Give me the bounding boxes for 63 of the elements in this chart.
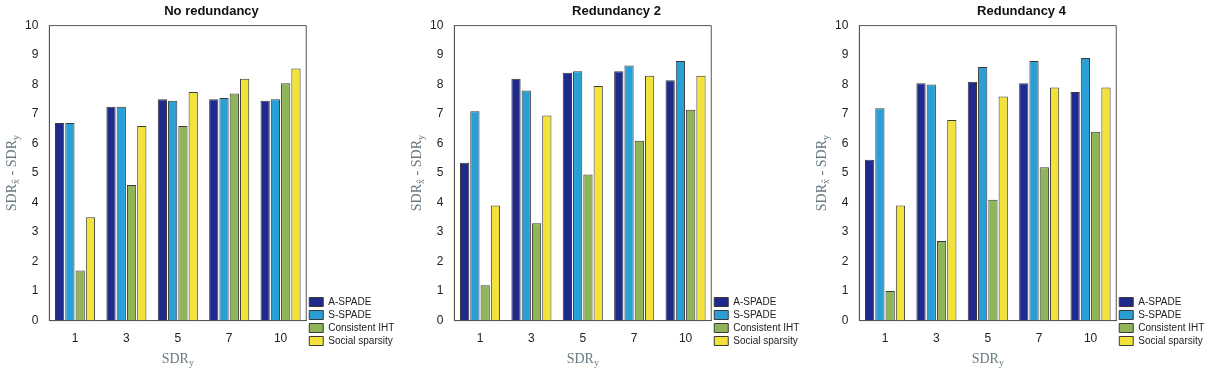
x-tick-label: 1 <box>476 331 484 346</box>
y-tick-label: 3 <box>436 224 444 239</box>
legend-label: Social sparsity <box>733 334 798 346</box>
y-tick-label: 4 <box>31 194 39 209</box>
y-tick-label: 10 <box>24 17 39 32</box>
y-tick-label: 8 <box>841 76 849 91</box>
y-tick-label: 8 <box>436 76 444 91</box>
x-tick-label: 10 <box>678 331 693 346</box>
x-tick-label: 10 <box>1083 331 1098 346</box>
x-tick-label: 7 <box>225 331 233 346</box>
y-tick-label: 2 <box>841 253 849 268</box>
y-tick-label: 10 <box>834 17 849 32</box>
x-tick-label: 5 <box>579 331 587 346</box>
x-tick-label: 7 <box>630 331 638 346</box>
legend-label: S-SPADE <box>328 308 372 320</box>
legend-label: Consistent IHT <box>733 321 800 333</box>
y-tick-label: 9 <box>436 47 444 62</box>
y-tick-label: 4 <box>436 194 444 209</box>
y-tick-label: 7 <box>841 106 849 121</box>
y-tick-label: 9 <box>841 47 849 62</box>
legend-label: A-SPADE <box>733 295 777 307</box>
legend-label: Social sparsity <box>1138 334 1203 346</box>
legend-label: S-SPADE <box>733 308 777 320</box>
y-tick-label: 7 <box>31 106 39 121</box>
y-tick-label: 0 <box>436 312 444 327</box>
chart-title: No redundancy <box>164 3 260 19</box>
x-tick-label: 10 <box>273 331 288 346</box>
x-tick-label: 3 <box>933 331 941 346</box>
y-tick-label: 1 <box>436 283 444 298</box>
y-tick-label: 5 <box>841 165 849 180</box>
y-tick-label: 5 <box>31 165 39 180</box>
x-tick-label: 1 <box>881 331 889 346</box>
y-tick-label: 10 <box>429 17 444 32</box>
legend-label: Social sparsity <box>328 334 393 346</box>
legend-label: S-SPADE <box>1138 308 1182 320</box>
y-tick-label: 2 <box>436 253 444 268</box>
y-tick-label: 1 <box>31 283 39 298</box>
x-tick-label: 3 <box>123 331 131 346</box>
y-tick-label: 0 <box>841 312 849 327</box>
x-tick-label: 5 <box>174 331 182 346</box>
x-tick-label: 1 <box>71 331 79 346</box>
y-tick-label: 6 <box>31 135 39 150</box>
chart-title: Redundancy 4 <box>977 3 1067 19</box>
y-tick-label: 9 <box>31 47 39 62</box>
y-tick-label: 6 <box>841 135 849 150</box>
y-tick-label: 4 <box>841 194 849 209</box>
x-tick-label: 7 <box>1035 331 1043 346</box>
x-tick-label: 3 <box>528 331 536 346</box>
legend-label: A-SPADE <box>1138 295 1182 307</box>
y-tick-label: 1 <box>841 283 849 298</box>
y-tick-label: 5 <box>436 165 444 180</box>
y-tick-label: 3 <box>841 224 849 239</box>
y-tick-label: 7 <box>436 106 444 121</box>
x-tick-label: 5 <box>984 331 992 346</box>
chart-title: Redundancy 2 <box>572 3 661 19</box>
y-tick-label: 8 <box>31 76 39 91</box>
y-tick-label: 3 <box>31 224 39 239</box>
legend-label: Consistent IHT <box>328 321 395 333</box>
legend-label: A-SPADE <box>328 295 372 307</box>
y-tick-label: 6 <box>436 135 444 150</box>
y-tick-label: 2 <box>31 253 39 268</box>
y-tick-label: 0 <box>31 312 39 327</box>
legend-label: Consistent IHT <box>1138 321 1205 333</box>
